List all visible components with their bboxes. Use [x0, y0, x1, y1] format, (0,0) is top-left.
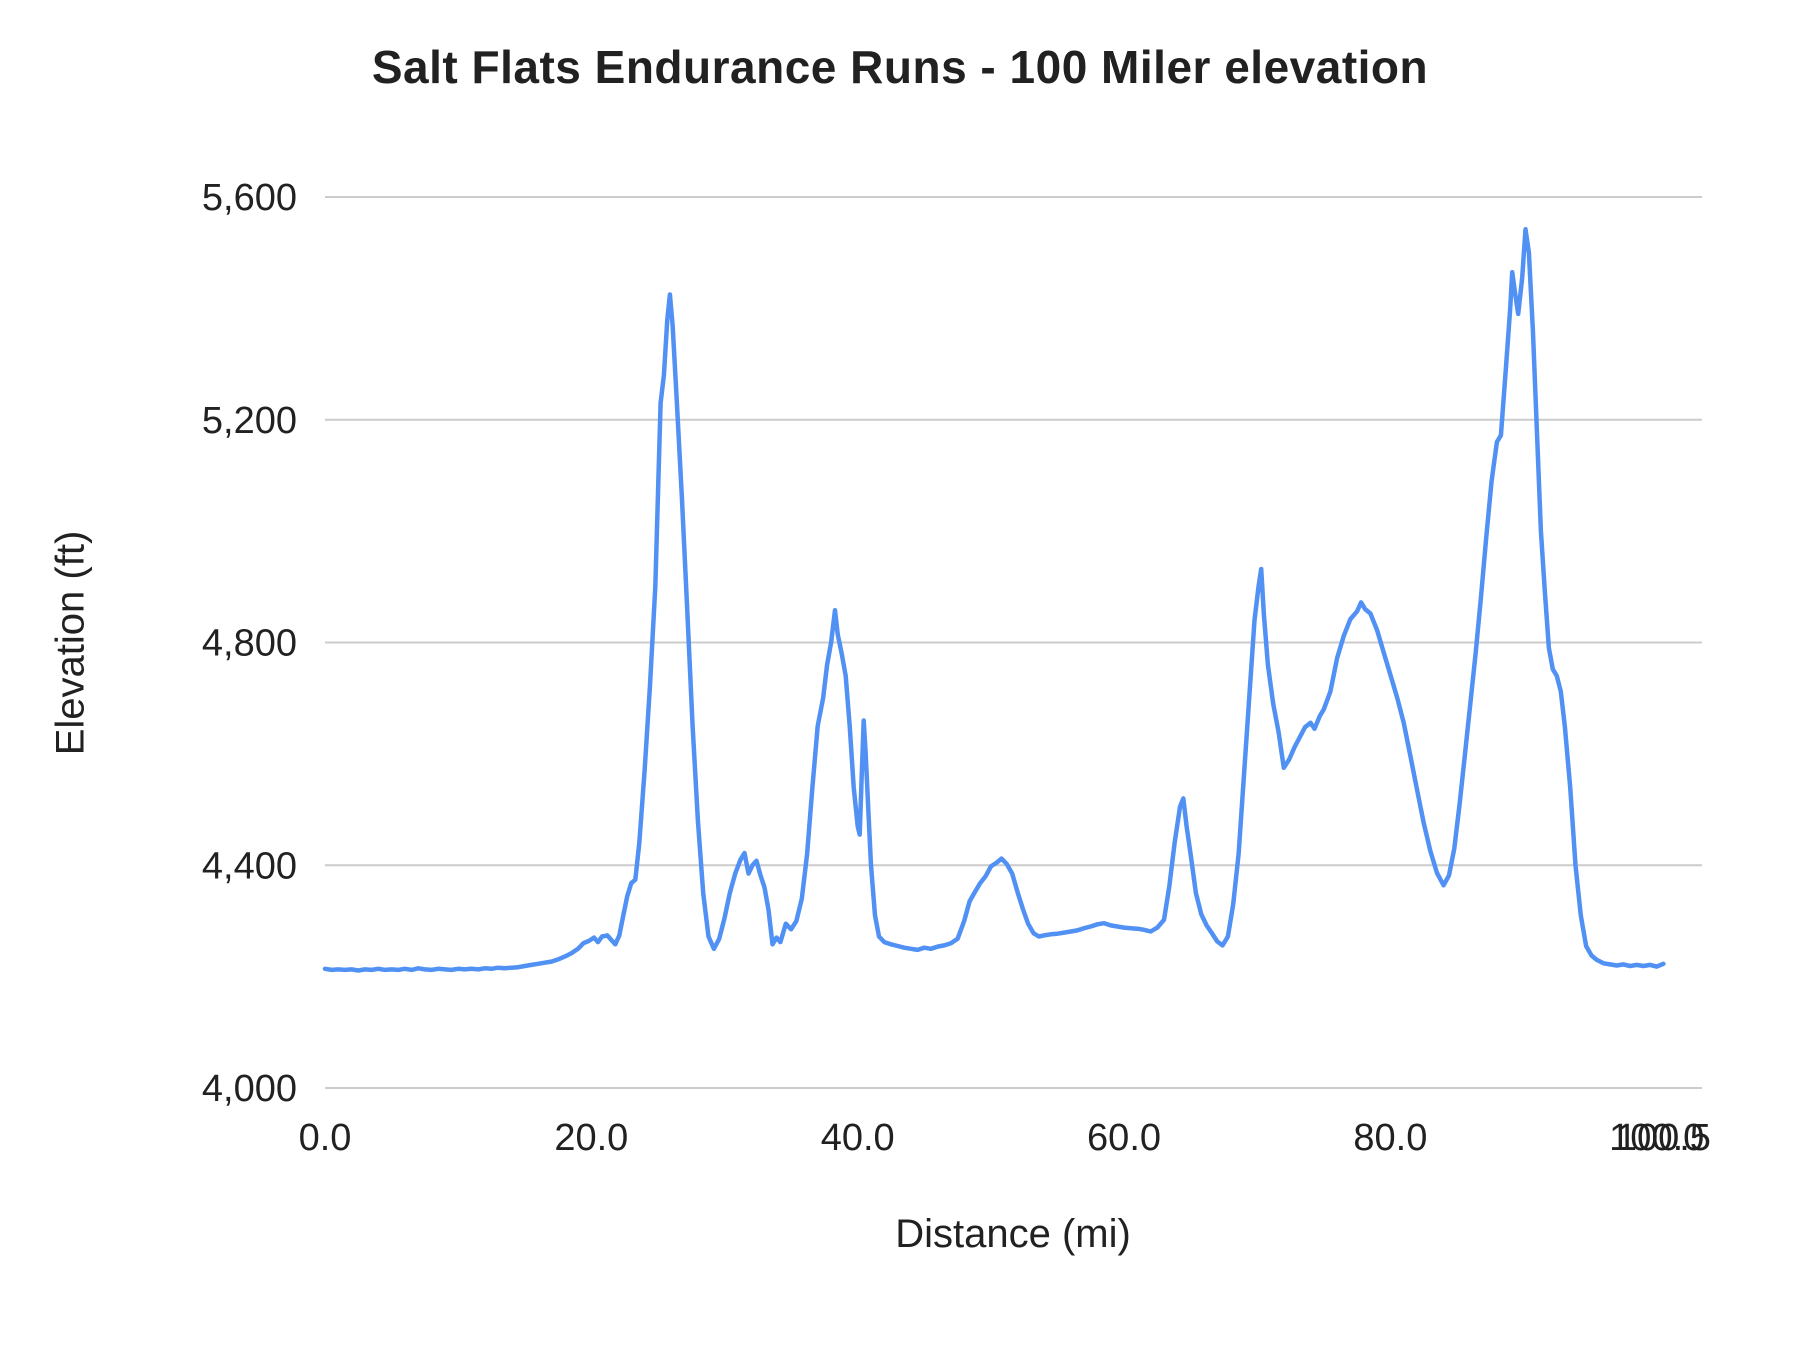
- svg-text:20.0: 20.0: [554, 1117, 628, 1159]
- chart-title: Salt Flats Endurance Runs - 100 Miler el…: [371, 41, 1429, 93]
- gridlines: [325, 196, 1702, 1089]
- svg-text:4,400: 4,400: [202, 845, 297, 887]
- svg-text:100.5: 100.5: [1616, 1117, 1711, 1159]
- svg-text:40.0: 40.0: [821, 1117, 895, 1159]
- elevation-series-line: [322, 227, 1666, 973]
- svg-text:5,200: 5,200: [202, 400, 297, 442]
- y-tick-labels: 4,000 4,400 4,800 5,200 5,600: [202, 177, 297, 1110]
- svg-text:0.0: 0.0: [299, 1117, 352, 1159]
- svg-text:80.0: 80.0: [1353, 1117, 1427, 1159]
- svg-text:100.0: 100.0: [1609, 1117, 1704, 1159]
- svg-text:60.0: 60.0: [1087, 1117, 1161, 1159]
- x-axis-title: Distance (mi): [895, 1212, 1131, 1256]
- svg-text:5,600: 5,600: [202, 177, 297, 219]
- svg-text:4,000: 4,000: [202, 1068, 297, 1110]
- svg-text:4,800: 4,800: [202, 623, 297, 665]
